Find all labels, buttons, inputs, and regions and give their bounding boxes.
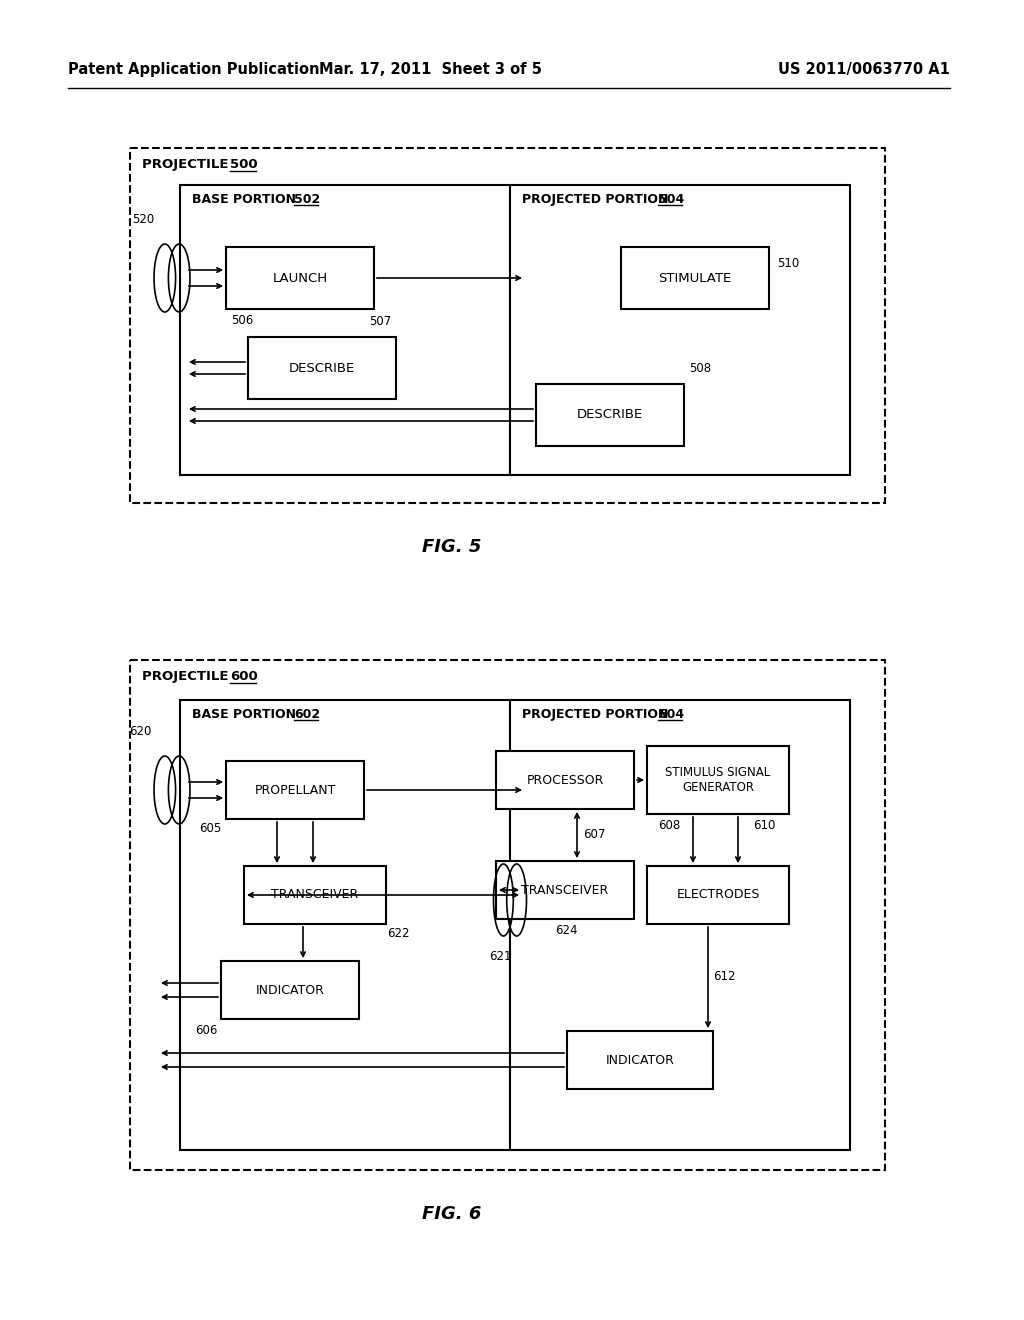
Bar	[244, 866, 386, 924]
Text: BASE PORTION: BASE PORTION	[193, 708, 305, 721]
Text: TRANSCEIVER: TRANSCEIVER	[271, 888, 358, 902]
Text: 510: 510	[777, 257, 800, 271]
Text: 607: 607	[583, 829, 605, 842]
Text: PROPELLANT: PROPELLANT	[254, 784, 336, 796]
Text: 624: 624	[555, 924, 578, 937]
Text: 620: 620	[130, 725, 152, 738]
Text: 604: 604	[658, 708, 684, 721]
Bar	[647, 746, 790, 814]
Bar	[248, 337, 396, 399]
Bar	[226, 762, 364, 818]
Bar	[647, 866, 790, 924]
Text: 608: 608	[658, 818, 680, 832]
Text: 500: 500	[230, 158, 258, 172]
Text: ELECTRODES: ELECTRODES	[676, 888, 760, 902]
Text: LAUNCH: LAUNCH	[272, 272, 328, 285]
Text: BASE PORTION: BASE PORTION	[193, 193, 305, 206]
Text: FIG. 6: FIG. 6	[422, 1205, 481, 1224]
Bar	[130, 148, 885, 503]
Text: INDICATOR: INDICATOR	[605, 1053, 675, 1067]
Text: 504: 504	[658, 193, 684, 206]
Bar	[496, 861, 634, 919]
Text: 605: 605	[199, 822, 221, 836]
Text: 621: 621	[488, 950, 511, 964]
Text: PROJECTILE: PROJECTILE	[142, 671, 238, 682]
Text: PROJECTED PORTION: PROJECTED PORTION	[522, 708, 677, 721]
Text: INDICATOR: INDICATOR	[256, 983, 325, 997]
Bar	[226, 247, 374, 309]
Text: 612: 612	[713, 970, 735, 983]
Text: 506: 506	[231, 314, 253, 327]
Text: STIMULUS SIGNAL
GENERATOR: STIMULUS SIGNAL GENERATOR	[666, 766, 771, 795]
Text: 602: 602	[294, 708, 321, 721]
Text: Patent Application Publication: Patent Application Publication	[68, 62, 319, 77]
Bar	[180, 185, 850, 475]
Text: 520: 520	[132, 213, 154, 226]
Bar	[180, 700, 850, 1150]
Bar	[221, 961, 359, 1019]
Text: DESCRIBE: DESCRIBE	[577, 408, 643, 421]
Text: STIMULATE: STIMULATE	[658, 272, 731, 285]
Text: 600: 600	[230, 671, 258, 682]
Text: PROJECTILE: PROJECTILE	[142, 158, 238, 172]
Bar	[567, 1031, 713, 1089]
Text: 508: 508	[689, 362, 711, 375]
Text: 507: 507	[369, 315, 391, 327]
Text: PROCESSOR: PROCESSOR	[526, 774, 604, 787]
Text: Mar. 17, 2011  Sheet 3 of 5: Mar. 17, 2011 Sheet 3 of 5	[318, 62, 542, 77]
Text: 610: 610	[753, 818, 775, 832]
Bar	[496, 751, 634, 809]
Text: PROJECTED PORTION: PROJECTED PORTION	[522, 193, 677, 206]
Text: US 2011/0063770 A1: US 2011/0063770 A1	[778, 62, 950, 77]
Bar	[130, 660, 885, 1170]
Text: DESCRIBE: DESCRIBE	[289, 362, 355, 375]
Text: TRANSCEIVER: TRANSCEIVER	[521, 883, 608, 896]
Text: 606: 606	[196, 1024, 218, 1038]
Bar	[621, 247, 769, 309]
Text: 502: 502	[294, 193, 321, 206]
Text: 622: 622	[387, 927, 410, 940]
Bar	[536, 384, 684, 446]
Text: FIG. 5: FIG. 5	[422, 539, 481, 556]
